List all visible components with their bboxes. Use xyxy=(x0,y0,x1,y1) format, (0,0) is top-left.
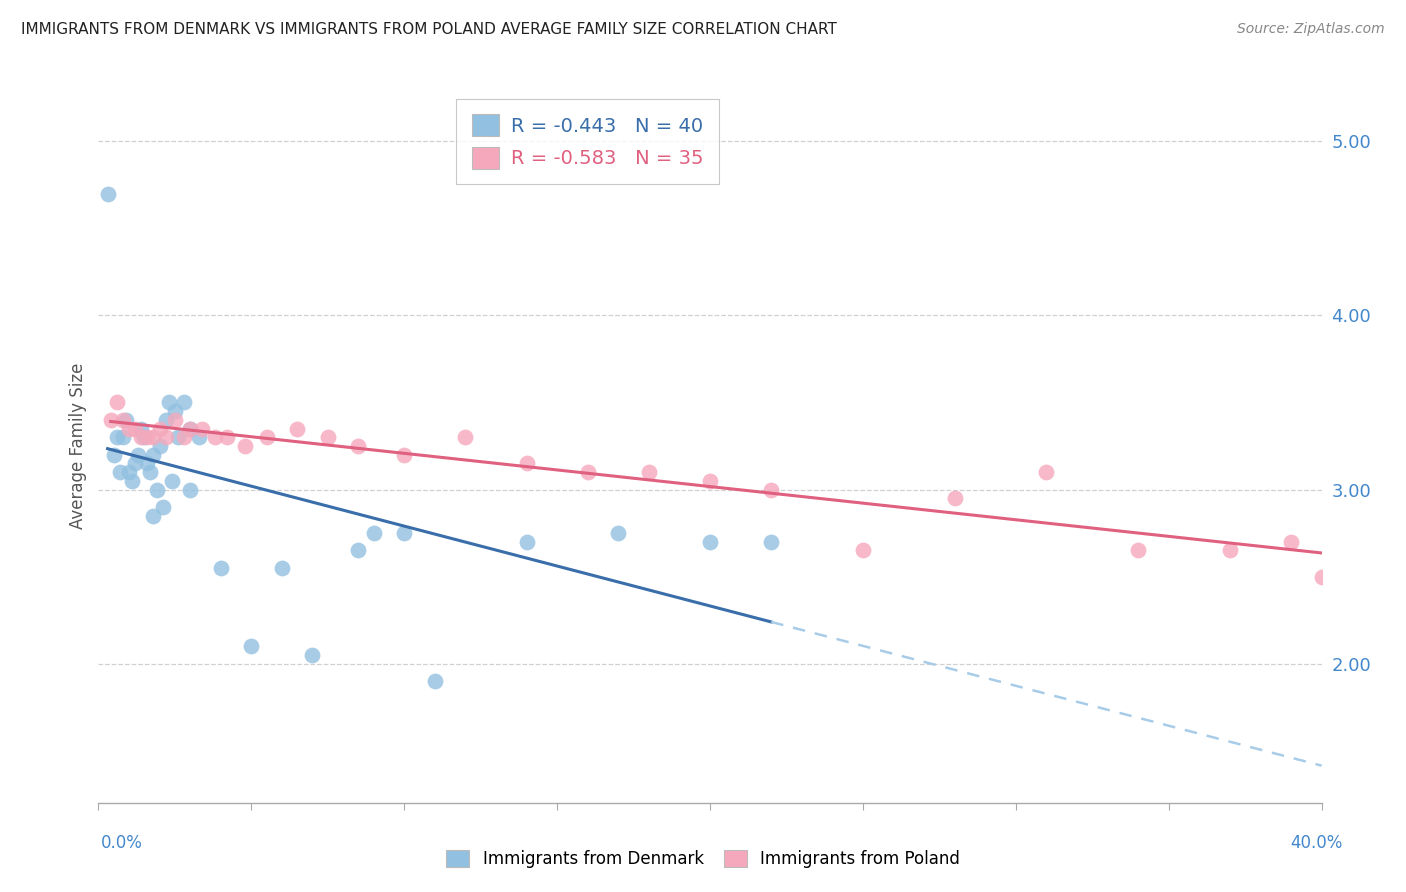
Point xyxy=(127,448,149,462)
Point xyxy=(173,395,195,409)
Text: IMMIGRANTS FROM DENMARK VS IMMIGRANTS FROM POLAND AVERAGE FAMILY SIZE CORRELATIO: IMMIGRANTS FROM DENMARK VS IMMIGRANTS FR… xyxy=(21,22,837,37)
Point xyxy=(270,561,292,575)
Point xyxy=(136,430,159,444)
Point xyxy=(111,430,134,444)
Point xyxy=(160,474,183,488)
Point xyxy=(111,413,134,427)
Point xyxy=(1128,543,1150,558)
Point xyxy=(209,561,232,575)
Point xyxy=(347,543,370,558)
Point xyxy=(204,430,226,444)
Point xyxy=(516,457,538,471)
Point xyxy=(115,413,138,427)
Point xyxy=(215,430,238,444)
Point xyxy=(167,430,190,444)
Point xyxy=(759,534,782,549)
Text: Source: ZipAtlas.com: Source: ZipAtlas.com xyxy=(1237,22,1385,37)
Point xyxy=(163,413,186,427)
Point xyxy=(136,457,159,471)
Point xyxy=(118,465,141,479)
Point xyxy=(163,404,186,418)
Point xyxy=(285,421,308,435)
Point xyxy=(179,421,201,435)
Point xyxy=(179,421,201,435)
Point xyxy=(155,413,177,427)
Point xyxy=(97,186,120,201)
Point xyxy=(179,483,201,497)
Point xyxy=(134,430,156,444)
Point xyxy=(637,465,661,479)
Point xyxy=(142,430,165,444)
Point xyxy=(240,639,263,653)
Point xyxy=(852,543,875,558)
Point xyxy=(1310,569,1333,583)
Point xyxy=(105,430,128,444)
Point xyxy=(759,483,782,497)
Point xyxy=(124,421,146,435)
Point xyxy=(423,673,446,688)
Point xyxy=(607,526,630,541)
Point xyxy=(103,448,125,462)
Point xyxy=(152,500,174,514)
Point xyxy=(699,474,721,488)
Point xyxy=(105,395,128,409)
Point xyxy=(363,526,385,541)
Y-axis label: Average Family Size: Average Family Size xyxy=(69,363,87,529)
Point xyxy=(149,439,172,453)
Point xyxy=(316,430,339,444)
Point xyxy=(256,430,278,444)
Point xyxy=(576,465,599,479)
Point xyxy=(1279,534,1302,549)
Point xyxy=(173,430,195,444)
Point xyxy=(145,483,167,497)
Point xyxy=(139,465,162,479)
Point xyxy=(129,421,152,435)
Point xyxy=(100,413,122,427)
Point xyxy=(142,448,165,462)
Point xyxy=(943,491,966,506)
Point xyxy=(155,430,177,444)
Point xyxy=(454,430,477,444)
Point xyxy=(124,457,146,471)
Point xyxy=(188,430,211,444)
Text: 0.0%: 0.0% xyxy=(101,834,143,852)
Text: 40.0%: 40.0% xyxy=(1291,834,1343,852)
Point xyxy=(191,421,214,435)
Point xyxy=(157,395,180,409)
Point xyxy=(121,474,143,488)
Point xyxy=(118,421,141,435)
Point xyxy=(699,534,721,549)
Legend: Immigrants from Denmark, Immigrants from Poland: Immigrants from Denmark, Immigrants from… xyxy=(439,843,967,875)
Point xyxy=(1219,543,1241,558)
Point xyxy=(347,439,370,453)
Point xyxy=(129,430,152,444)
Point xyxy=(301,648,323,662)
Point xyxy=(149,421,172,435)
Point xyxy=(1035,465,1057,479)
Point xyxy=(516,534,538,549)
Point xyxy=(233,439,256,453)
Point xyxy=(392,526,416,541)
Point xyxy=(392,448,416,462)
Point xyxy=(142,508,165,523)
Point xyxy=(108,465,131,479)
Legend: R = -0.443   N = 40, R = -0.583   N = 35: R = -0.443 N = 40, R = -0.583 N = 35 xyxy=(457,99,718,184)
